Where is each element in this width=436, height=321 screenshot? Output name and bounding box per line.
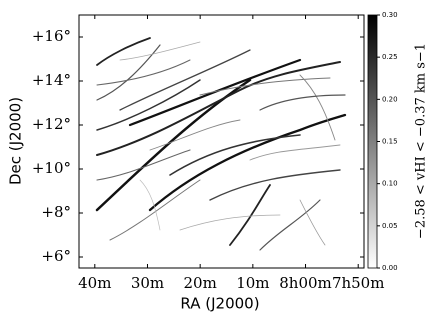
colorbar-tick-label: 0.10 [382,180,398,188]
y-tick-label: +8° [41,203,71,221]
colorbar [367,14,378,269]
colorbar-tick-label: 0.20 [382,95,398,103]
y-axis-label: Dec (J2000) [7,97,25,185]
filaments [95,37,347,251]
colorbar-tick-label: 0.05 [382,222,398,230]
x-tick-label: 20m [184,274,217,292]
y-tick-label: +16° [32,27,71,45]
colorbar-tick-label: 0.15 [382,138,398,146]
x-tick-label: 10m [236,274,269,292]
y-tick-label: +12° [32,115,71,133]
axes-frame [78,14,365,269]
y-tick-label: +6° [41,247,71,265]
colorbar-label: −2.58 < vHI < −0.37 km s−1 [414,43,429,239]
y-tick-label: +10° [32,159,71,177]
colorbar-tick-label: 0.00 [382,264,398,272]
x-tick-label: 40m [78,274,111,292]
image-area [79,15,364,268]
x-axis-label: RA (J2000) [180,295,259,313]
x-tick-label: 7h50m [332,274,385,292]
colorbar-tick-label: 0.25 [382,53,398,61]
x-tick-label: 30m [131,274,164,292]
colorbar-tick-label: 0.30 [382,11,398,19]
x-tick-label: 8h00m [279,274,332,292]
y-tick-label: +14° [32,71,71,89]
